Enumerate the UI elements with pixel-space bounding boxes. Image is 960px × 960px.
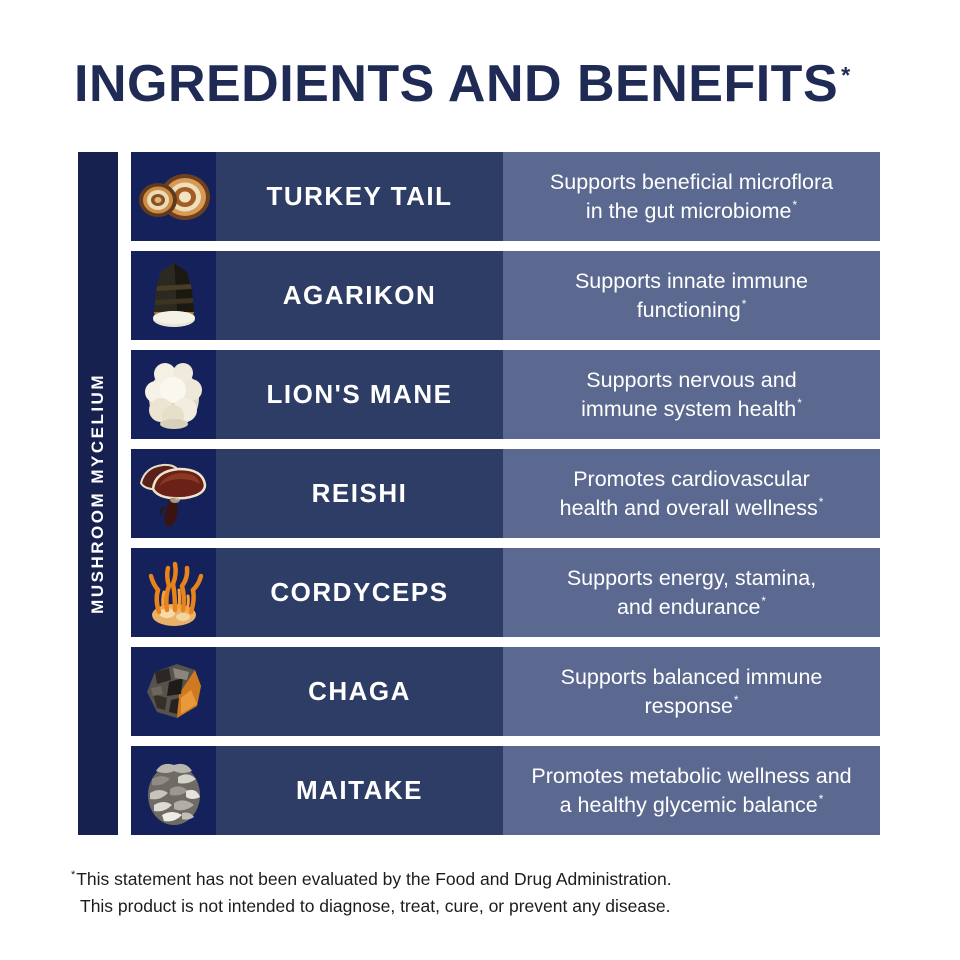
benefit-asterisk: *	[733, 693, 739, 708]
ingredient-name-cell: TURKEY TAIL	[216, 152, 503, 241]
ingredient-name: MAITAKE	[295, 775, 423, 805]
ingredients-content: MUSHROOM MYCELIUM TURKEY TAIL Supports b…	[78, 152, 880, 835]
disclaimer-line1: *This statement has not been evaluated b…	[71, 866, 672, 893]
ingredient-name: CHAGA	[308, 676, 411, 706]
ingredient-image-cell	[131, 251, 216, 340]
benefit-cell: Supports energy, stamina, and endurance*	[503, 548, 880, 637]
benefit-wrap: Promotes cardiovascular health and overa…	[546, 465, 838, 522]
ingredient-name: LION'S MANE	[266, 379, 453, 409]
benefit-asterisk: *	[792, 198, 798, 213]
mushroom-mycelium-sidebar: MUSHROOM MYCELIUM	[78, 152, 118, 835]
table-row: MAITAKE Promotes metabolic wellness and …	[131, 746, 880, 835]
cordyceps-mushroom-icon	[148, 561, 203, 626]
benefit-text: Promotes cardiovascular health and overa…	[559, 467, 818, 520]
ingredients-table: TURKEY TAIL Supports beneficial microflo…	[131, 152, 880, 835]
ingredient-image-cell	[131, 746, 216, 835]
benefit-text: Supports energy, stamina, and endurance	[566, 566, 817, 619]
ingredient-image-cell	[131, 548, 216, 637]
table-row: CORDYCEPS Supports energy, stamina, and …	[131, 548, 880, 637]
benefit-text: Supports beneficial microflora in the gu…	[549, 170, 834, 223]
cordyceps-mushroom-image	[141, 558, 207, 628]
turkey-tail-mushroom-icon	[138, 173, 210, 220]
table-row: TURKEY TAIL Supports beneficial microflo…	[131, 152, 880, 241]
asterisk-marker: *	[71, 869, 76, 882]
ingredient-name-cell: CHAGA	[216, 647, 503, 736]
benefit-wrap: Promotes metabolic wellness and a health…	[517, 762, 865, 819]
disclaimer: *This statement has not been evaluated b…	[71, 866, 672, 920]
benefit-text: Supports nervous and immune system healt…	[581, 368, 797, 421]
benefit-asterisk: *	[797, 396, 802, 411]
lions-mane-mushroom-icon	[144, 362, 202, 429]
reishi-mushroom-icon	[139, 463, 206, 527]
benefit-wrap: Supports nervous and immune system healt…	[567, 366, 816, 423]
benefit-wrap: Supports energy, stamina, and endurance*	[553, 564, 830, 621]
benefit-text: Promotes metabolic wellness and a health…	[531, 764, 852, 817]
table-row: CHAGA Supports balanced immune response*	[131, 647, 880, 736]
ingredient-image-cell	[131, 449, 216, 538]
disclaimer-line1-text: This statement has not been evaluated by…	[76, 869, 672, 889]
benefit-asterisk: *	[741, 297, 747, 312]
benefit-asterisk: *	[818, 495, 824, 510]
ingredient-name-cell: REISHI	[216, 449, 503, 538]
table-row: AGARIKON Supports innate immune function…	[131, 251, 880, 340]
ingredient-image-cell	[131, 647, 216, 736]
benefit-cell: Supports innate immune functioning*	[503, 251, 880, 340]
ingredient-name-cell: CORDYCEPS	[216, 548, 503, 637]
lions-mane-mushroom-image	[143, 360, 205, 430]
ingredient-name: AGARIKON	[282, 280, 437, 310]
benefit-cell: Promotes metabolic wellness and a health…	[503, 746, 880, 835]
benefit-cell: Supports nervous and immune system healt…	[503, 350, 880, 439]
ingredient-name: TURKEY TAIL	[266, 181, 453, 211]
benefit-cell: Supports balanced immune response*	[503, 647, 880, 736]
benefit-cell: Promotes cardiovascular health and overa…	[503, 449, 880, 538]
chaga-mushroom-image	[139, 660, 209, 724]
benefit-asterisk: *	[818, 792, 824, 807]
page-title: INGREDIENTS AND BENEFITS *	[74, 54, 851, 114]
maitake-mushroom-image	[142, 755, 206, 827]
benefit-cell: Supports beneficial microflora in the gu…	[503, 152, 880, 241]
ingredient-image-cell	[131, 350, 216, 439]
benefit-wrap: Supports beneficial microflora in the gu…	[536, 168, 847, 225]
agarikon-mushroom-image	[147, 260, 201, 332]
benefit-text: Supports balanced immune response	[560, 665, 823, 718]
disclaimer-line2: This product is not intended to diagnose…	[80, 896, 671, 917]
benefit-wrap: Supports balanced immune response*	[547, 663, 837, 720]
page-title-text: INGREDIENTS AND BENEFITS	[74, 55, 839, 113]
table-row: REISHI Promotes cardiovascular health an…	[131, 449, 880, 538]
table-row: LION'S MANE Supports nervous and immune …	[131, 350, 880, 439]
ingredient-name-cell: AGARIKON	[216, 251, 503, 340]
ingredient-image-cell	[131, 152, 216, 241]
turkey-tail-mushroom-image	[136, 167, 212, 227]
title-asterisk-marker: *	[841, 61, 851, 88]
ingredient-name-cell: LION'S MANE	[216, 350, 503, 439]
ingredient-name: REISHI	[311, 478, 408, 508]
maitake-mushroom-icon	[147, 763, 200, 825]
chaga-mushroom-icon	[146, 663, 201, 718]
benefit-wrap: Supports innate immune functioning*	[561, 267, 822, 324]
agarikon-mushroom-icon	[152, 262, 195, 327]
benefit-asterisk: *	[761, 594, 767, 609]
ingredient-name: CORDYCEPS	[270, 577, 449, 607]
sidebar-label: MUSHROOM MYCELIUM	[88, 373, 107, 614]
benefit-text: Supports innate immune functioning	[574, 269, 809, 322]
ingredient-name-cell: MAITAKE	[216, 746, 503, 835]
reishi-mushroom-image	[135, 455, 213, 533]
